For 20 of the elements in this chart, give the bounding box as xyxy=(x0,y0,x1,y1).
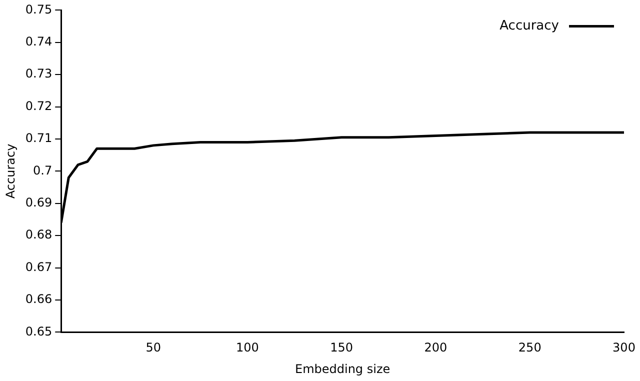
x-tick-label: 50 xyxy=(146,340,162,355)
x-tick-label: 300 xyxy=(612,340,636,355)
x-tick-label: 150 xyxy=(330,340,354,355)
y-tick-label: 0.7 xyxy=(33,163,52,178)
y-tick-label: 0.67 xyxy=(25,260,52,274)
y-tick-label: 0.65 xyxy=(25,324,52,338)
y-tick-label: 0.66 xyxy=(25,292,52,306)
x-tick-label: 250 xyxy=(518,340,542,355)
x-tick-label: 200 xyxy=(424,340,448,355)
y-tick-label: 0.73 xyxy=(25,66,52,81)
x-tick-label: 100 xyxy=(236,340,259,355)
y-tick-label: 0.74 xyxy=(25,34,52,49)
x-axis-title: Embedding size xyxy=(294,362,390,376)
y-tick-label: 0.68 xyxy=(25,228,52,242)
y-axis-title: Accuracy xyxy=(3,144,18,199)
y-tick-label: 0.71 xyxy=(25,131,52,146)
y-tick-label: 0.69 xyxy=(25,196,52,210)
legend-label: Accuracy xyxy=(500,18,560,34)
y-tick-label: 0.72 xyxy=(25,98,52,113)
y-tick-label: 0.75 xyxy=(25,2,52,16)
